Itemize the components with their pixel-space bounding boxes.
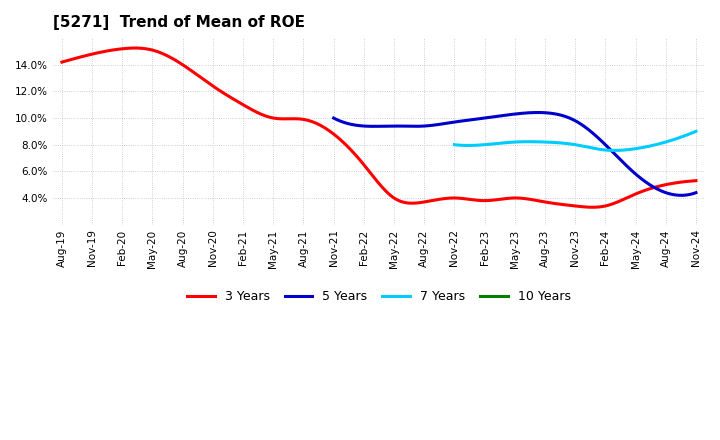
Text: [5271]  Trend of Mean of ROE: [5271] Trend of Mean of ROE: [53, 15, 305, 30]
Legend: 3 Years, 5 Years, 7 Years, 10 Years: 3 Years, 5 Years, 7 Years, 10 Years: [182, 285, 575, 308]
